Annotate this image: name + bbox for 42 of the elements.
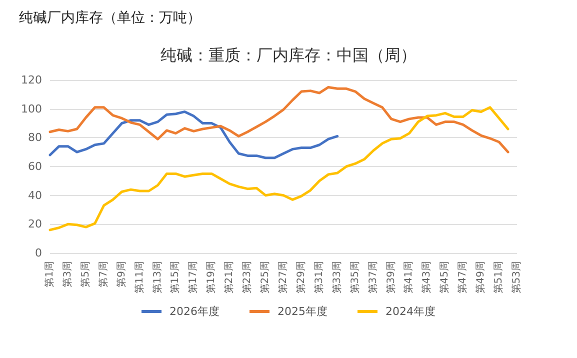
x-tick-label: 第25周 (259, 261, 272, 294)
y-tick-label: 40 (28, 188, 42, 202)
x-tick-label: 第33周 (330, 261, 343, 294)
x-tick-label: 第37周 (366, 261, 379, 294)
x-tick-label: 第23周 (241, 261, 254, 294)
x-tick-label: 第11周 (133, 261, 146, 294)
x-tick-label: 第35周 (348, 261, 361, 294)
x-tick-label: 第43周 (420, 261, 433, 294)
x-tick-label: 第47周 (456, 261, 469, 294)
x-tick-label: 第39周 (384, 261, 397, 294)
x-tick-label: 第27周 (277, 261, 289, 294)
x-tick-label: 第1周 (44, 261, 56, 288)
line-series (48, 110, 339, 160)
legend-label: 2025年度 (278, 305, 328, 318)
x-tick-label: 第3周 (61, 261, 74, 288)
x-tick-label: 第31周 (312, 261, 325, 294)
x-tick-label: 第7周 (97, 261, 110, 288)
x-tick-label: 第41周 (402, 261, 415, 294)
y-tick-label: 80 (28, 131, 42, 144)
x-tick-label: 第19周 (205, 261, 218, 294)
chart-subtitle: 纯碱厂内库存（单位：万吨） (19, 10, 201, 26)
chart-title: 纯碱：重质：厂内库存：中国（周） (160, 46, 416, 64)
legend-label: 2026年度 (170, 305, 220, 318)
x-tick-label: 第9周 (115, 261, 128, 288)
x-tick-label: 第21周 (223, 261, 236, 294)
y-tick-label: 60 (28, 160, 42, 173)
x-tick-label: 第17周 (187, 261, 200, 294)
line-series (48, 106, 510, 232)
x-tick-label: 第13周 (151, 261, 164, 294)
y-tick-label: 0 (35, 246, 42, 260)
x-tick-label: 第53周 (510, 261, 522, 294)
y-tick-label: 100 (21, 102, 42, 116)
legend-label: 2024年度 (385, 305, 436, 318)
line-series (48, 86, 510, 154)
x-tick-label: 第51周 (492, 261, 505, 294)
x-tick-label: 第29周 (294, 261, 307, 294)
x-tick-label: 第45周 (438, 261, 451, 294)
x-tick-label: 第5周 (79, 261, 92, 288)
x-tick-label: 第15周 (169, 261, 182, 294)
y-tick-label: 120 (21, 74, 42, 86)
x-tick-label: 第49周 (474, 261, 487, 294)
y-tick-label: 20 (28, 218, 42, 231)
